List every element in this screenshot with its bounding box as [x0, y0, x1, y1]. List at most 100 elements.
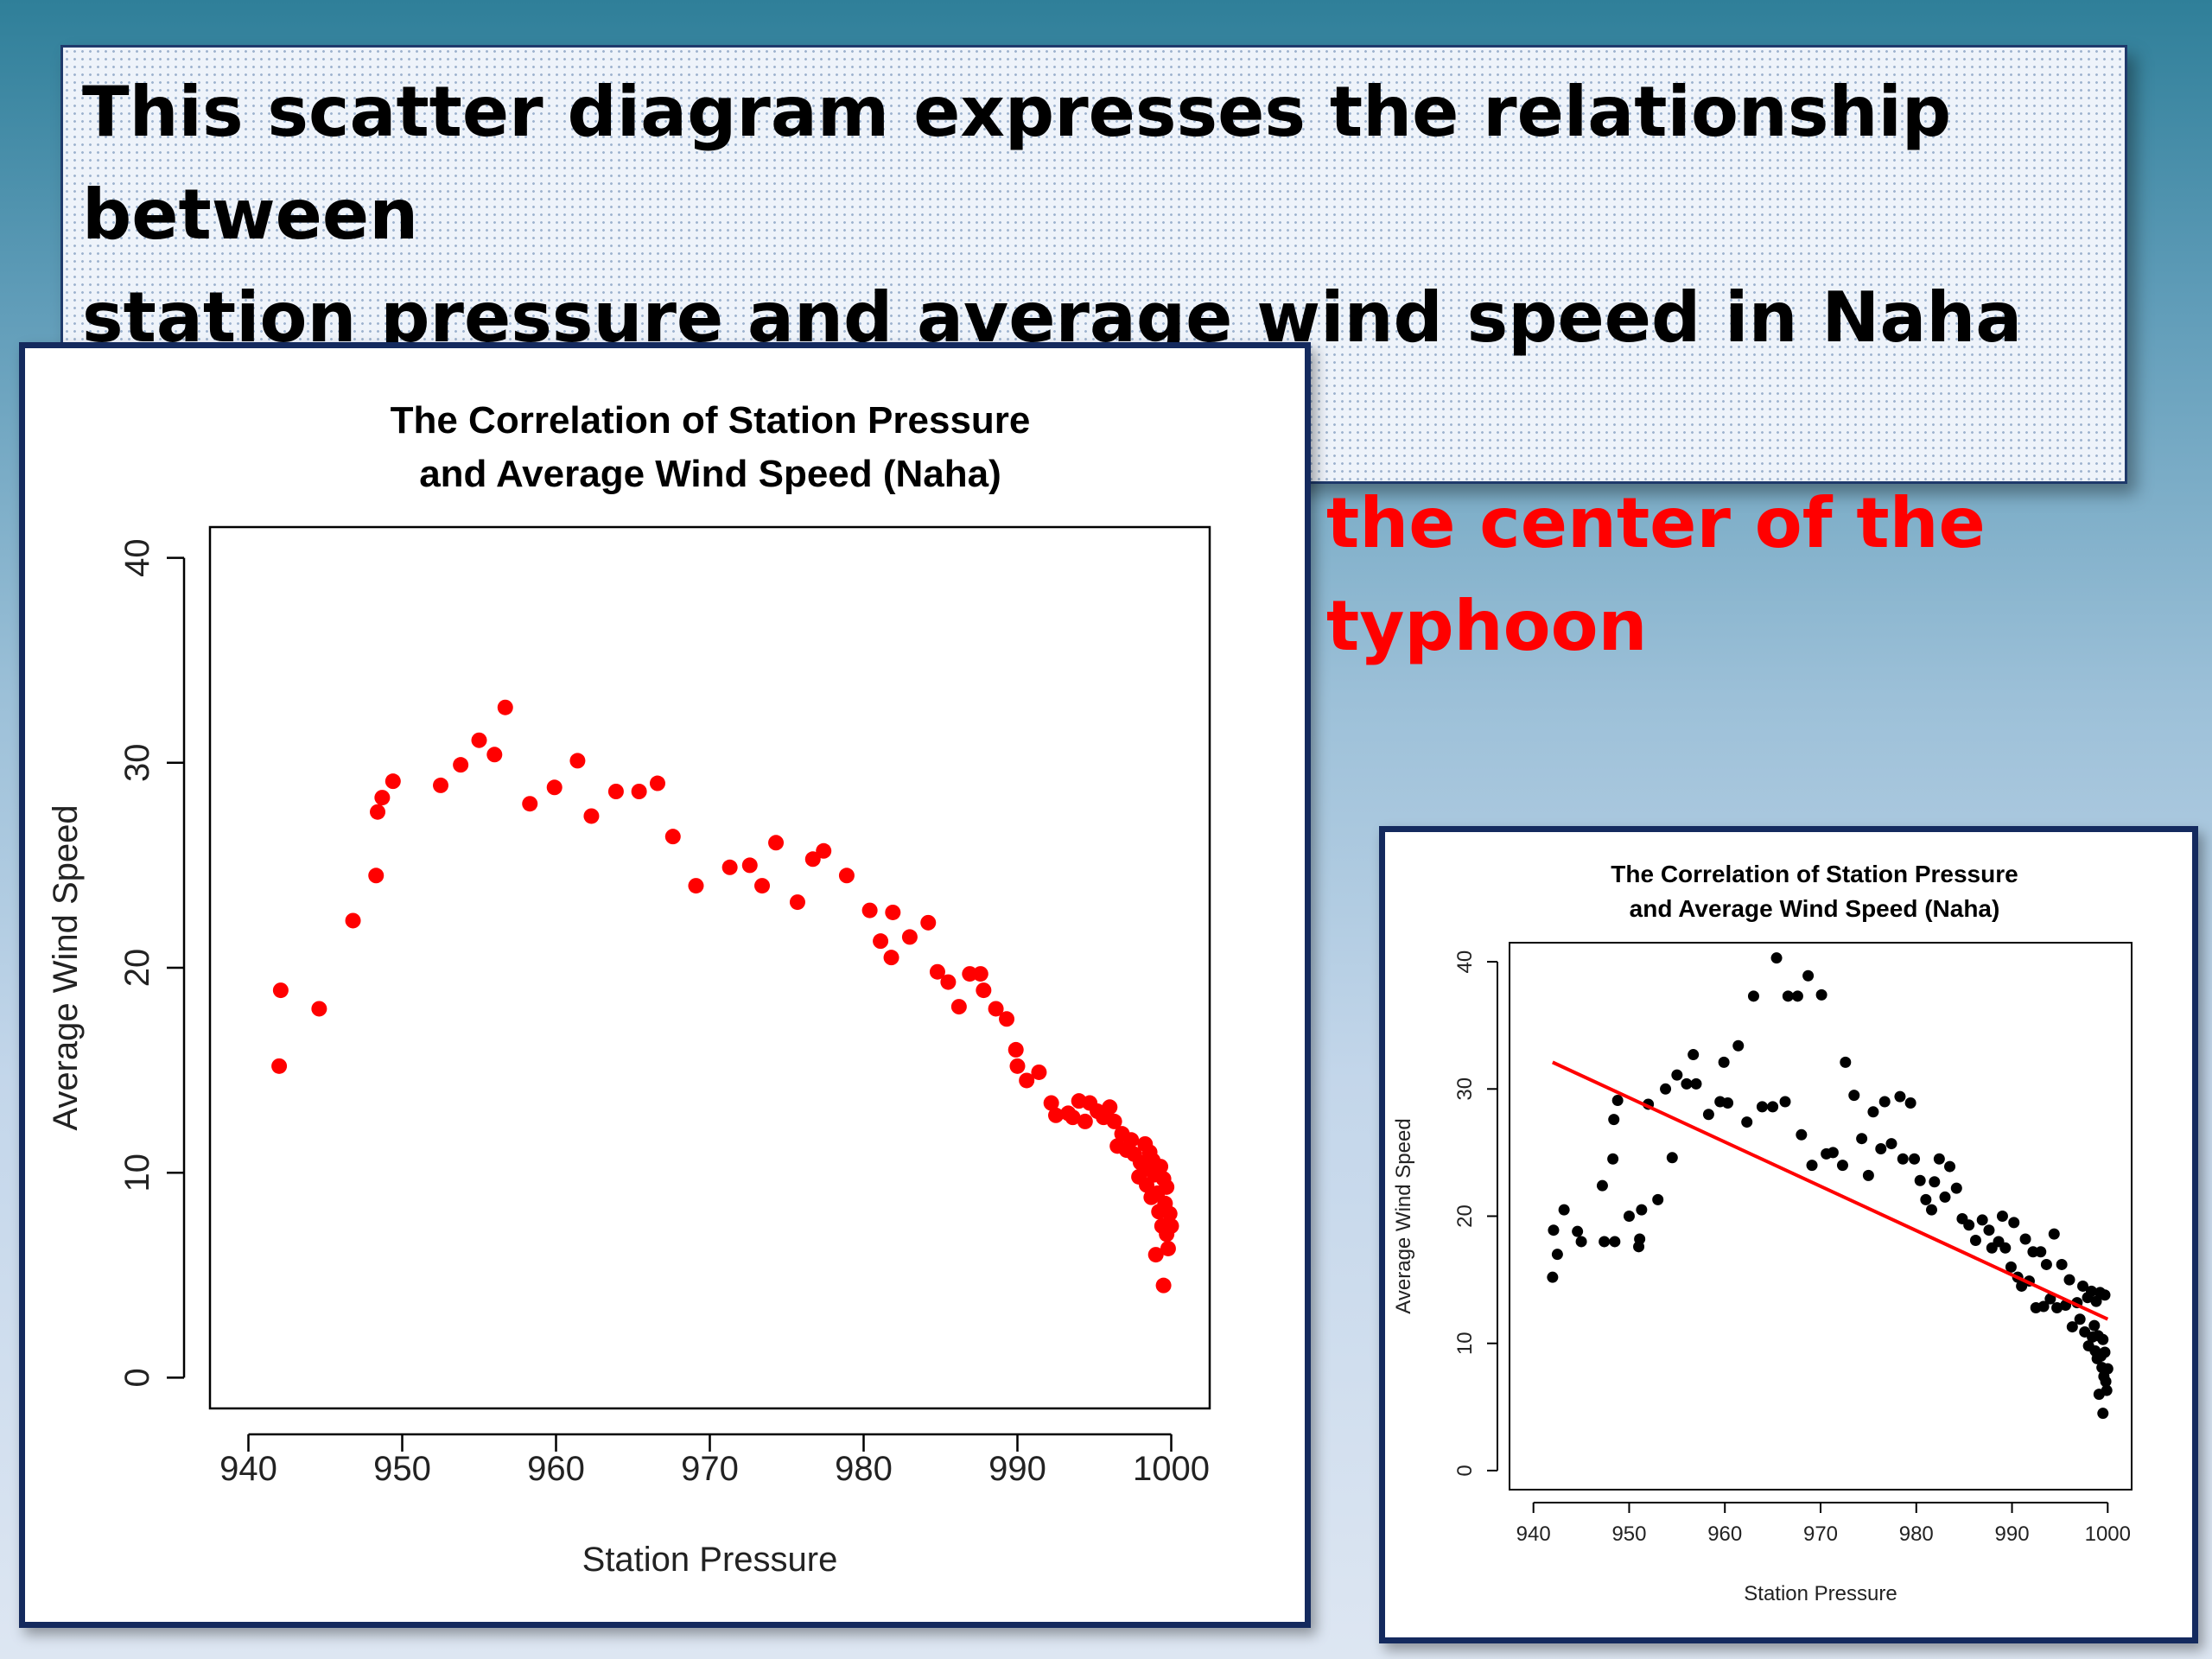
main-chart-data-point-57 [1102, 1099, 1118, 1116]
main-chart-data-point-43 [999, 1011, 1015, 1027]
inset-chart-data-point-50 [1878, 1096, 1891, 1108]
main-chart-data-point-35 [920, 914, 937, 931]
main-chart-data-point-31 [873, 933, 889, 950]
inset-chart-data-point-84 [2044, 1293, 2056, 1305]
inset-chart-data-point-74 [2008, 1217, 2020, 1229]
inset-chart-panel: The Correlation of Station Pressure and A… [1379, 826, 2198, 1643]
inset-chart-data-point-47 [1862, 1169, 1874, 1181]
main-chart-data-point-47 [1031, 1064, 1047, 1080]
main-chart-data-point-15 [569, 753, 586, 769]
inset-chart-data-point-48 [1867, 1106, 1879, 1118]
inset-chart-data-point-43 [1836, 1160, 1848, 1172]
inset-chart-data-point-12 [1623, 1211, 1635, 1222]
main-chart-data-point-82 [1159, 1179, 1175, 1195]
inset-chart-data-point-57 [1920, 1193, 1932, 1205]
main-chart-data-point-27 [804, 851, 821, 868]
inset-chart-data-point-71 [1996, 1211, 2008, 1222]
main-chart-data-point-1 [271, 1058, 288, 1074]
main-chart-data-point-34 [901, 929, 918, 945]
inset-chart-data-point-8 [1607, 1153, 1619, 1165]
inset-chart-data-point-27 [1722, 1096, 1734, 1109]
inset-chart-data-point-22 [1688, 1049, 1700, 1061]
main-chart-data-point-46 [1019, 1072, 1035, 1089]
main-chart-plot-frame [208, 525, 1211, 1410]
inset-chart-data-point-113 [2100, 1376, 2112, 1388]
inset-chart-data-point-81 [2035, 1246, 2047, 1258]
inset-chart-data-point-97 [2085, 1285, 2097, 1297]
main-chart-data-point-22 [721, 859, 738, 875]
main-chart-data-point-26 [789, 894, 805, 911]
inset-chart-data-point-3 [1558, 1204, 1570, 1216]
main-chart-data-point-12 [497, 699, 513, 715]
main-chart-data-point-49 [1048, 1107, 1064, 1123]
inset-chart-x-tick-label-950: 950 [1611, 1522, 1646, 1546]
main-chart-x-axis-label: Station Pressure [582, 1541, 838, 1579]
inset-chart-data-point-9 [1608, 1114, 1620, 1126]
inset-chart-data-point-73 [2005, 1261, 2017, 1273]
inset-chart-data-point-35 [1782, 990, 1794, 1002]
headline-line-3: the center of the [82, 472, 2121, 575]
inset-chart-data-point-24 [1702, 1109, 1714, 1121]
main-chart-data-point-45 [1009, 1058, 1026, 1074]
inset-chart-data-point-109 [2097, 1333, 2109, 1345]
inset-chart-data-point-19 [1666, 1152, 1678, 1164]
main-chart-data-point-8 [433, 777, 448, 793]
main-chart-data-point-41 [976, 982, 992, 999]
inset-chart-data-point-85 [2048, 1228, 2060, 1240]
main-chart-data-point-33 [885, 904, 901, 920]
inset-chart-regression-line [1552, 1060, 2109, 1321]
inset-chart-data-point-111 [2099, 1289, 2111, 1301]
main-chart-data-point-24 [754, 878, 771, 894]
main-chart-data-point-62 [1123, 1132, 1140, 1148]
main-chart-data-point-79 [1155, 1277, 1172, 1294]
main-chart-data-point-37 [940, 974, 957, 990]
inset-chart-data-point-53 [1897, 1153, 1909, 1165]
main-chart-data-point-84 [1161, 1205, 1178, 1222]
inset-chart-data-point-63 [1950, 1182, 1962, 1194]
main-chart-data-point-4 [368, 868, 385, 884]
inset-chart-data-point-15 [1636, 1204, 1648, 1216]
inset-chart-data-point-89 [2063, 1274, 2075, 1286]
main-chart-data-point-11 [486, 747, 503, 763]
main-chart-data-point-2 [311, 1001, 327, 1017]
main-chart-data-point-42 [988, 1001, 1004, 1017]
main-chart-data-point-18 [631, 784, 647, 799]
inset-chart-y-tick-label-40: 40 [1453, 950, 1477, 974]
inset-chart-data-point-1 [1548, 1224, 1560, 1236]
inset-chart-x-axis-label: Station Pressure [1744, 1582, 1897, 1605]
inset-chart-data-point-14 [1634, 1233, 1646, 1245]
main-chart-data-point-38 [950, 999, 967, 1015]
inset-chart-data-point-0 [1547, 1271, 1559, 1283]
main-chart-data-point-19 [649, 775, 665, 791]
main-chart-data-point-16 [583, 808, 600, 824]
inset-chart-data-point-61 [1939, 1191, 1951, 1203]
inset-chart-data-point-99 [2088, 1319, 2101, 1332]
inset-chart-data-point-77 [2019, 1233, 2031, 1245]
inset-chart-data-point-67 [1976, 1214, 1988, 1226]
main-chart-data-point-17 [607, 784, 624, 799]
inset-chart-data-point-55 [1909, 1153, 1921, 1165]
inset-chart-y-tick-label-30: 30 [1453, 1077, 1477, 1101]
main-chart-x-tick-label-980: 980 [835, 1450, 893, 1488]
main-chart-x-tick-label-970: 970 [681, 1450, 739, 1488]
main-chart-data-point-32 [883, 950, 899, 966]
main-chart-data-point-51 [1065, 1109, 1081, 1126]
inset-chart-data-point-92 [2074, 1313, 2086, 1325]
main-chart-y-axis-label: Average Wind Speed [47, 804, 85, 1130]
main-chart-data-point-29 [838, 868, 855, 884]
inset-scatter-chart: The Correlation of Station Pressure and A… [1392, 861, 2133, 1605]
main-chart-data-point-25 [768, 835, 785, 851]
inset-chart-title-line-2: and Average Wind Speed (Naha) [1630, 895, 2000, 922]
main-chart-data-point-6 [374, 790, 391, 806]
inset-chart-x-tick-label-1000: 1000 [2085, 1522, 2131, 1546]
inset-chart-data-point-90 [2066, 1321, 2078, 1333]
main-chart-data-point-28 [816, 842, 832, 859]
inset-chart-x-tick-label-940: 940 [1516, 1522, 1551, 1546]
main-chart-y-tick-label-20: 20 [118, 949, 156, 988]
inset-chart-data-point-6 [1596, 1179, 1608, 1192]
main-chart-x-tick-label-960: 960 [527, 1450, 585, 1488]
inset-chart-data-point-29 [1741, 1116, 1753, 1128]
main-chart-data-point-3 [345, 912, 361, 929]
main-chart-data-point-58 [1106, 1113, 1122, 1129]
main-chart-data-point-23 [741, 857, 758, 874]
